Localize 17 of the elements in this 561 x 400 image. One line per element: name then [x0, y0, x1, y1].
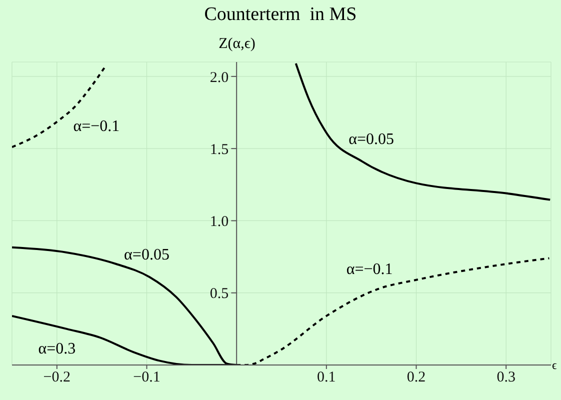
y-tick-label: 2.0 [210, 70, 229, 86]
series-label: α=0.05 [124, 246, 170, 264]
x-tick-label: 0.1 [317, 370, 336, 386]
y-tick-label: 1.5 [210, 142, 229, 158]
y-tick-label: 0.5 [210, 286, 229, 302]
y-axis-title: Z(α,ϵ) [218, 36, 256, 53]
y-tick-label: 1.0 [210, 214, 229, 230]
x-tick-label: 0.3 [496, 370, 516, 386]
x-tick-label: 0.2 [406, 370, 426, 386]
series-label: α=−0.1 [346, 261, 393, 278]
chart-title: Counterterm in MS [203, 4, 358, 26]
series-label: α=0.05 [348, 131, 394, 148]
x-axis-title: ϵ [552, 358, 557, 373]
series-label: α=−0.1 [73, 118, 120, 136]
series-label: α=0.3 [38, 340, 76, 358]
x-tick-label: −0.2 [43, 370, 71, 386]
x-tick-label: −0.1 [133, 370, 160, 386]
